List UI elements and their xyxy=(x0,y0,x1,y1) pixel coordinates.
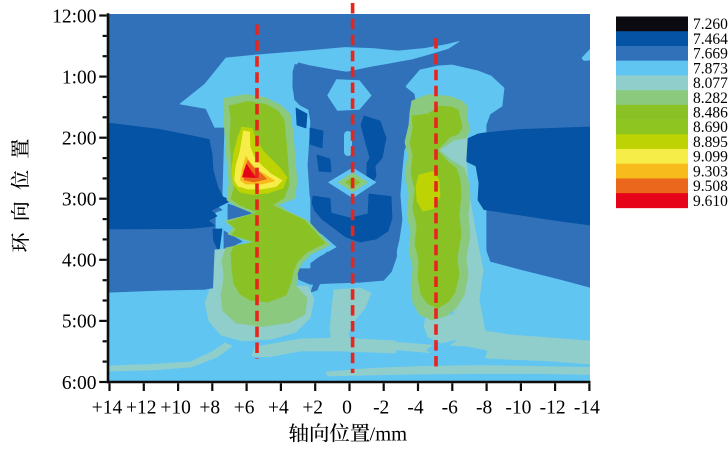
svg-text:/mm: /mm xyxy=(370,424,408,446)
svg-text:-6: -6 xyxy=(442,398,458,419)
svg-text:+14: +14 xyxy=(92,398,123,419)
svg-text:-4: -4 xyxy=(407,398,423,419)
svg-text:0: 0 xyxy=(342,398,352,419)
svg-text:5:00: 5:00 xyxy=(62,312,97,333)
svg-text:2:00: 2:00 xyxy=(62,129,97,150)
svg-text:-10: -10 xyxy=(505,398,531,419)
svg-text:-8: -8 xyxy=(476,398,492,419)
svg-text:+10: +10 xyxy=(160,398,191,419)
svg-text:7.669: 7.669 xyxy=(693,46,728,63)
svg-text:8.690: 8.690 xyxy=(693,119,728,136)
svg-text:4:00: 4:00 xyxy=(62,251,97,272)
svg-text:+8: +8 xyxy=(199,398,220,419)
svg-text:3:00: 3:00 xyxy=(62,190,97,211)
svg-text:+4: +4 xyxy=(268,398,289,419)
svg-text:9.303: 9.303 xyxy=(693,163,728,180)
svg-text:1:00: 1:00 xyxy=(62,67,97,88)
svg-text:8.895: 8.895 xyxy=(693,134,728,151)
svg-text:8.486: 8.486 xyxy=(693,105,728,122)
svg-text:8.077: 8.077 xyxy=(693,75,728,92)
svg-text:+12: +12 xyxy=(126,398,157,419)
svg-text:7.464: 7.464 xyxy=(693,31,728,48)
svg-text:9.508: 9.508 xyxy=(693,178,728,195)
svg-text:9.610: 9.610 xyxy=(693,193,728,210)
svg-text:-12: -12 xyxy=(540,398,566,419)
svg-text:+2: +2 xyxy=(302,398,323,419)
svg-text:6:00: 6:00 xyxy=(62,373,97,394)
svg-text:7.260: 7.260 xyxy=(693,16,728,33)
svg-text:7.873: 7.873 xyxy=(693,60,728,77)
svg-text:-14: -14 xyxy=(574,398,600,419)
svg-text:-2: -2 xyxy=(373,398,389,419)
svg-text:9.099: 9.099 xyxy=(693,149,728,166)
svg-text:8.282: 8.282 xyxy=(693,90,728,107)
svg-text:12:00: 12:00 xyxy=(52,6,96,27)
svg-text:+6: +6 xyxy=(234,398,255,419)
